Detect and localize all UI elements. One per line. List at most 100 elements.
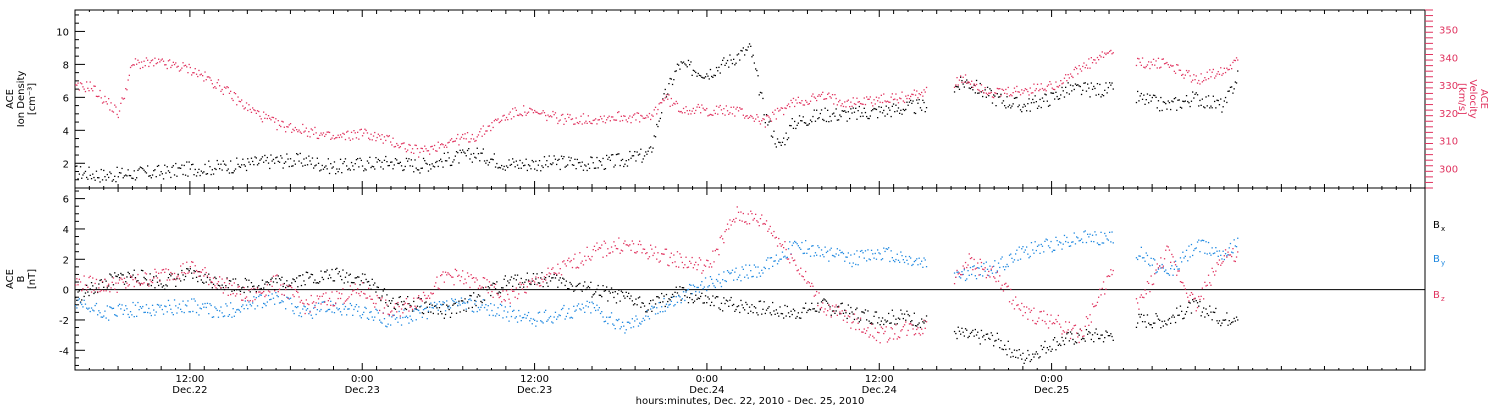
data-point — [498, 291, 500, 293]
data-point — [963, 267, 965, 269]
data-point — [436, 160, 438, 163]
data-point — [903, 261, 906, 264]
data-point — [212, 316, 215, 318]
data-point — [1140, 313, 1142, 316]
data-point — [961, 274, 963, 276]
data-point — [1065, 321, 1067, 323]
data-point — [231, 290, 233, 292]
data-point — [1000, 340, 1002, 342]
data-point — [725, 299, 727, 301]
data-point — [812, 93, 814, 95]
data-point — [370, 133, 372, 135]
data-point — [230, 293, 232, 296]
data-point — [519, 281, 521, 284]
data-point — [379, 297, 381, 299]
data-point — [247, 109, 249, 112]
data-point — [620, 290, 622, 292]
data-point — [827, 109, 829, 111]
data-point — [115, 106, 117, 108]
data-point — [686, 296, 688, 298]
data-point — [604, 168, 607, 170]
data-point — [237, 163, 239, 165]
data-point — [1201, 98, 1203, 100]
data-point — [339, 311, 342, 313]
data-point — [579, 161, 581, 164]
data-point — [394, 158, 397, 160]
data-point — [275, 118, 277, 120]
data-point — [768, 116, 770, 118]
data-point — [608, 316, 610, 318]
data-point — [294, 126, 296, 129]
y-tick-label: -2 — [59, 316, 69, 327]
data-point — [1138, 313, 1140, 316]
data-point — [923, 257, 925, 259]
data-point — [631, 300, 633, 302]
data-point — [451, 298, 453, 300]
data-point — [1073, 343, 1075, 345]
data-point — [79, 166, 82, 168]
data-point — [440, 158, 442, 160]
data-point — [761, 313, 763, 315]
data-point — [991, 266, 994, 268]
data-point — [158, 284, 160, 287]
data-point — [211, 169, 213, 171]
data-point — [1047, 327, 1050, 329]
data-point — [149, 273, 151, 275]
data-point — [567, 259, 569, 262]
data-point — [139, 306, 141, 308]
data-point — [170, 308, 172, 310]
data-point — [516, 274, 519, 276]
data-point — [441, 313, 443, 315]
data-point — [1023, 103, 1025, 106]
data-point — [327, 300, 329, 302]
data-point — [642, 158, 644, 160]
data-point — [432, 307, 434, 309]
data-point — [226, 86, 228, 88]
data-point — [1034, 89, 1036, 92]
data-point — [667, 98, 669, 100]
data-point — [885, 101, 887, 103]
data-point — [823, 119, 825, 122]
data-point — [606, 119, 608, 121]
data-point — [925, 107, 928, 109]
data-point — [325, 292, 327, 294]
data-point — [534, 109, 536, 112]
data-point — [1050, 350, 1052, 352]
data-point — [188, 311, 190, 313]
data-point — [654, 106, 657, 108]
data-point — [783, 137, 785, 139]
data-point — [842, 110, 845, 112]
data-point — [377, 312, 379, 314]
data-point — [639, 153, 641, 155]
data-point — [894, 111, 896, 113]
data-point — [325, 271, 327, 273]
data-point — [210, 79, 212, 81]
data-point — [247, 308, 249, 310]
data-point — [619, 164, 621, 167]
data-point — [1096, 83, 1099, 85]
data-point — [680, 256, 682, 258]
data-point — [662, 311, 664, 313]
data-point — [535, 111, 537, 113]
data-point — [626, 295, 629, 298]
data-point — [723, 57, 725, 59]
data-point — [704, 265, 707, 267]
data-point — [811, 95, 813, 97]
data-point — [855, 107, 857, 109]
data-point — [1087, 333, 1089, 335]
data-point — [669, 105, 671, 107]
data-point — [1046, 347, 1048, 349]
data-point — [919, 326, 922, 329]
data-point — [603, 290, 605, 292]
data-point — [253, 287, 255, 290]
data-point — [462, 149, 464, 151]
data-point — [253, 296, 255, 298]
data-point — [526, 169, 528, 172]
data-point — [311, 274, 314, 276]
data-point — [162, 285, 165, 287]
data-point — [859, 250, 862, 252]
data-point — [253, 109, 255, 111]
data-point — [603, 168, 605, 170]
data-point — [1072, 241, 1074, 243]
data-point — [969, 87, 972, 90]
